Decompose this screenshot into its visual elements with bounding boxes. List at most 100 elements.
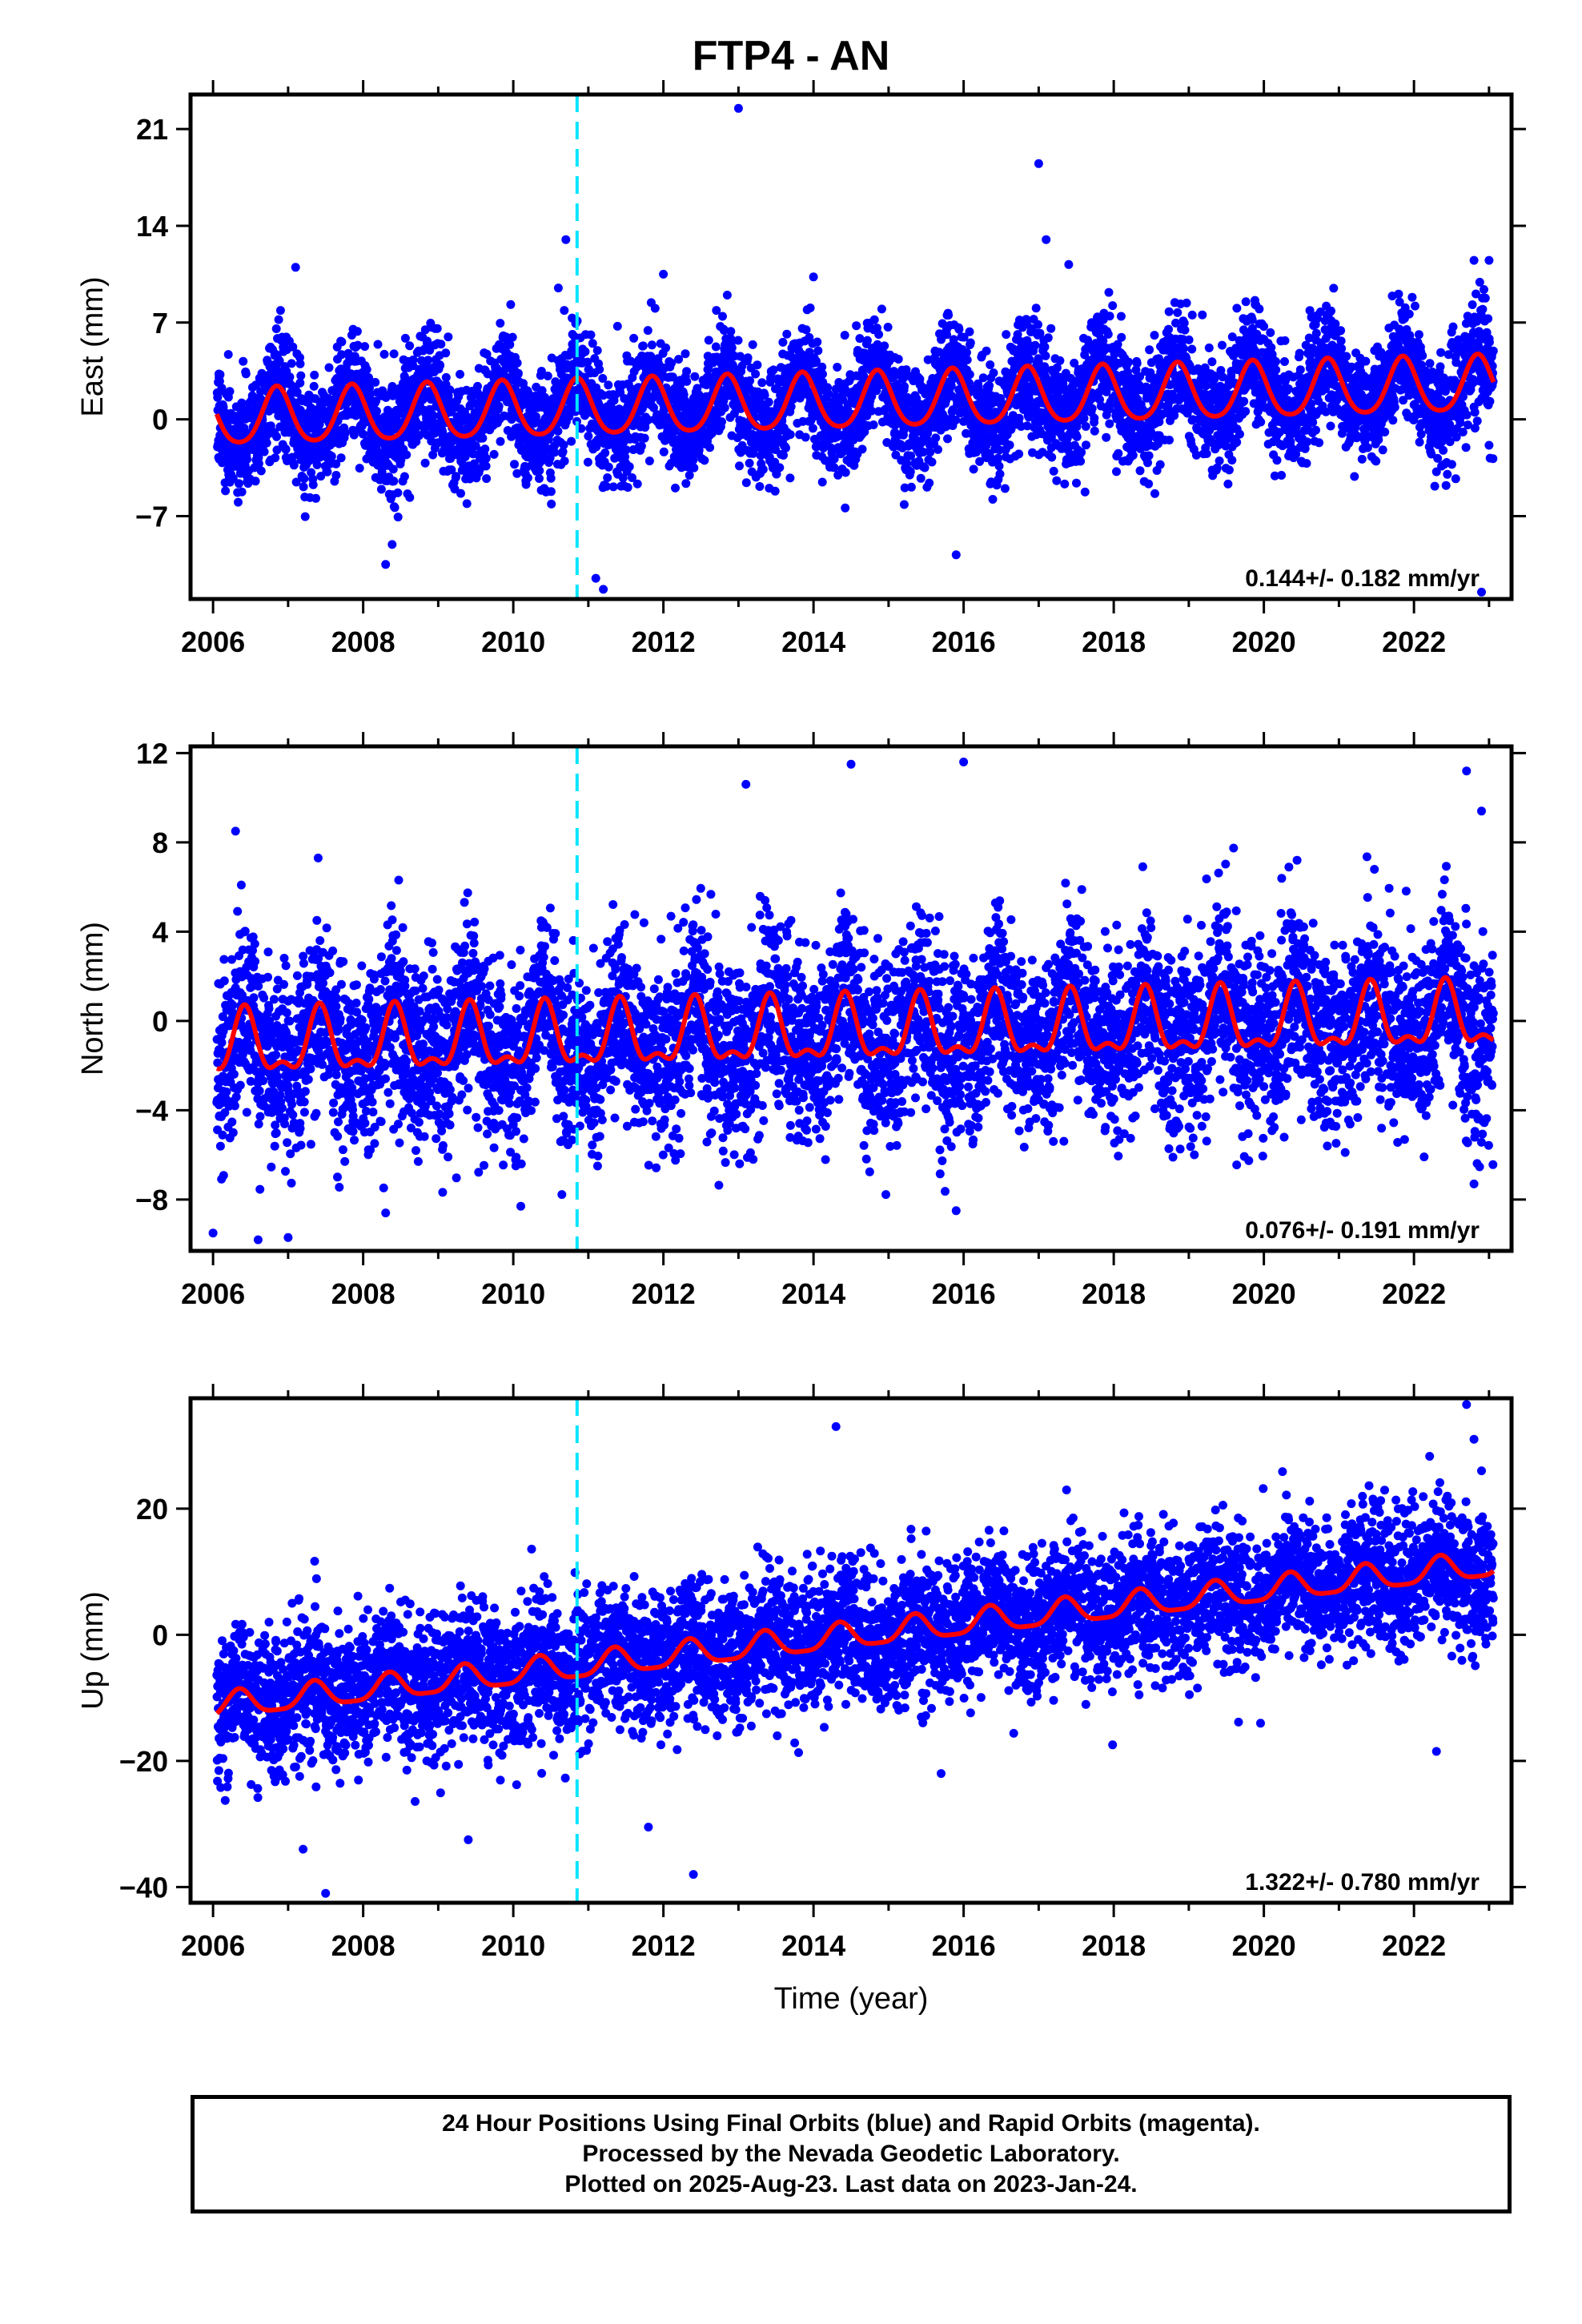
- data-point: [580, 347, 590, 356]
- data-point: [841, 503, 850, 513]
- data-point: [1102, 432, 1111, 442]
- data-point: [478, 433, 488, 443]
- data-point: [535, 474, 544, 483]
- data-point: [883, 323, 893, 332]
- data-point: [447, 465, 456, 475]
- data-point: [874, 330, 884, 340]
- data-point: [1224, 465, 1234, 475]
- data-point: [482, 349, 492, 359]
- data-point: [753, 360, 762, 370]
- data-point: [1030, 340, 1040, 350]
- data-point: [428, 412, 438, 420]
- data-point: [547, 499, 556, 509]
- data-point: [1187, 310, 1197, 320]
- data-point: [1182, 298, 1191, 308]
- data-point: [436, 360, 445, 370]
- data-point: [965, 327, 974, 336]
- data-point: [1255, 304, 1264, 314]
- data-point: [862, 336, 872, 345]
- data-point: [764, 397, 773, 407]
- data-point: [506, 300, 516, 309]
- data-point: [576, 424, 586, 433]
- data-point: [1259, 322, 1269, 332]
- data-point: [521, 480, 531, 489]
- data-point: [395, 418, 404, 428]
- data-point: [869, 420, 878, 429]
- data-point: [869, 315, 879, 324]
- data-point: [1043, 333, 1053, 343]
- data-point: [387, 382, 397, 391]
- data-point: [1034, 320, 1042, 329]
- data-point: [489, 449, 499, 459]
- data-point: [469, 459, 479, 468]
- data-point: [349, 430, 359, 440]
- data-point: [327, 452, 336, 461]
- data-point: [1218, 340, 1227, 350]
- data-point: [661, 343, 671, 352]
- data-point: [259, 447, 269, 456]
- data-point: [833, 470, 843, 480]
- data-point: [636, 441, 646, 451]
- data-point: [559, 440, 568, 450]
- data-point: [1014, 449, 1024, 459]
- data-point: [237, 398, 247, 408]
- data-point: [689, 456, 698, 465]
- data-point: [456, 369, 464, 379]
- data-point: [1145, 345, 1154, 355]
- data-point: [966, 338, 975, 348]
- data-point: [735, 461, 744, 471]
- data-point: [1184, 335, 1194, 344]
- data-point: [388, 464, 398, 474]
- data-point: [481, 453, 491, 463]
- data-point: [1241, 297, 1251, 307]
- data-point: [858, 356, 868, 365]
- data-point: [782, 329, 792, 339]
- data-point: [560, 306, 569, 316]
- data-point: [308, 480, 318, 489]
- data-point: [510, 460, 519, 469]
- data-point: [995, 469, 1005, 479]
- data-point: [751, 369, 761, 379]
- data-point: [1187, 344, 1197, 354]
- data-point: [243, 455, 251, 464]
- data-point: [602, 481, 611, 491]
- data-point: [295, 405, 305, 415]
- data-point: [371, 377, 380, 387]
- data-point: [954, 324, 964, 334]
- data-point: [441, 372, 451, 382]
- data-point: [659, 447, 669, 456]
- data-point: [668, 372, 677, 382]
- data-point: [331, 471, 341, 480]
- data-point: [1014, 413, 1024, 423]
- data-point: [1077, 448, 1086, 457]
- data-point: [769, 365, 778, 375]
- data-point: [690, 372, 700, 381]
- data-point: [1105, 312, 1114, 321]
- data-point: [595, 364, 604, 374]
- data-point: [523, 473, 532, 483]
- data-point: [288, 342, 298, 352]
- data-point: [852, 321, 861, 331]
- data-point: [1227, 456, 1237, 465]
- data-point: [1090, 426, 1099, 436]
- data-point: [225, 387, 235, 396]
- data-point: [1081, 422, 1090, 431]
- data-point: [1135, 466, 1145, 476]
- data-point: [628, 473, 636, 482]
- data-point: [757, 378, 767, 388]
- data-point: [427, 436, 436, 446]
- data-point: [371, 396, 380, 406]
- data-point: [785, 430, 795, 440]
- data-point: [365, 390, 375, 399]
- data-point: [266, 421, 275, 431]
- data-point: [685, 471, 694, 480]
- data-point: [824, 389, 833, 399]
- data-point: [465, 474, 475, 484]
- data-point: [1150, 489, 1159, 498]
- data-point: [408, 355, 418, 364]
- data-point: [985, 381, 994, 391]
- data-point: [906, 482, 916, 492]
- data-point: [560, 456, 569, 466]
- data-point: [376, 485, 386, 494]
